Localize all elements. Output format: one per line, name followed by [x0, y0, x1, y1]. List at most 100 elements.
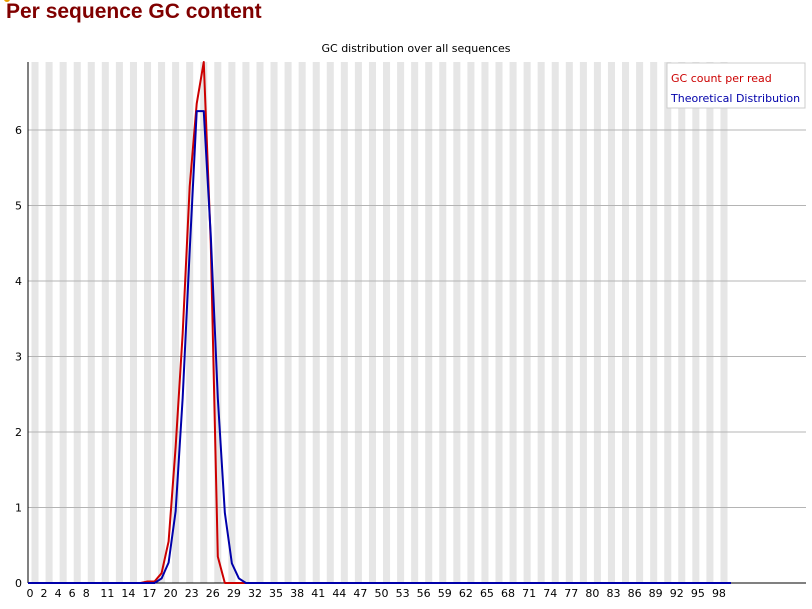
x-tick-label: 6 — [69, 587, 76, 600]
x-tick-label: 89 — [649, 587, 663, 600]
x-tick-label: 98 — [712, 587, 726, 600]
background-stripe — [383, 62, 391, 583]
background-stripe — [607, 62, 615, 583]
background-stripe — [144, 62, 152, 583]
x-tick-label: 32 — [248, 587, 262, 600]
x-tick-label: 95 — [691, 587, 705, 600]
background-stripe — [214, 62, 222, 583]
legend-entry: GC count per read — [671, 72, 772, 85]
background-stripe — [537, 62, 545, 583]
x-tick-label: 50 — [375, 587, 389, 600]
y-tick-label: 0 — [15, 577, 22, 590]
background-stripe — [439, 62, 447, 583]
background-stripe — [45, 62, 53, 583]
background-stripe — [650, 62, 658, 583]
background-stripe — [481, 62, 489, 583]
series-lines — [28, 61, 731, 584]
x-tick-label: 11 — [100, 587, 114, 600]
background-stripe — [326, 62, 334, 583]
y-tick-label: 5 — [15, 199, 22, 212]
background-stripe — [523, 62, 531, 583]
chart-legend: GC count per read Theoretical Distributio… — [666, 62, 806, 109]
background-stripe — [593, 62, 601, 583]
background-stripe — [692, 62, 700, 583]
y-tick-label: 3 — [15, 350, 22, 363]
background-stripe — [172, 62, 180, 583]
background-stripe — [664, 62, 672, 583]
x-tick-label: 2 — [41, 587, 48, 600]
x-tick-label: 62 — [459, 587, 473, 600]
background-stripe — [242, 62, 250, 583]
legend-entry: Theoretical Distribution — [670, 92, 800, 105]
x-tick-label: 47 — [353, 587, 367, 600]
background-stripe — [622, 62, 630, 583]
x-tick-label: 0 — [27, 587, 34, 600]
y-tick-label: 6 — [15, 124, 22, 137]
chart-title: GC distribution over all sequences — [322, 42, 511, 55]
background-stripe — [340, 62, 348, 583]
background-stripe — [186, 62, 194, 583]
background-stripes — [31, 62, 728, 583]
background-stripe — [425, 62, 433, 583]
background-stripe — [678, 62, 686, 583]
x-tick-label: 53 — [396, 587, 410, 600]
background-stripe — [228, 62, 236, 583]
y-tick-label: 4 — [15, 275, 22, 288]
background-stripe — [551, 62, 559, 583]
background-stripe — [31, 62, 39, 583]
background-stripe — [453, 62, 461, 583]
x-tick-label: 92 — [670, 587, 684, 600]
x-tick-label: 68 — [501, 587, 515, 600]
background-stripe — [158, 62, 166, 583]
legend-box — [666, 62, 806, 109]
x-tick-label: 74 — [543, 587, 557, 600]
x-tick-label: 8 — [83, 587, 90, 600]
x-tick-label: 38 — [290, 587, 304, 600]
x-tick-label: 83 — [606, 587, 620, 600]
background-stripe — [200, 62, 208, 583]
x-tick-label: 41 — [311, 587, 325, 600]
background-stripe — [706, 62, 714, 583]
heading-bullet-icon — [4, 0, 10, 2]
x-tick-label: 80 — [585, 587, 599, 600]
x-tick-label: 26 — [206, 587, 220, 600]
x-tick-label: 17 — [143, 587, 157, 600]
y-axis-ticks: 0 1 2 3 4 5 6 — [15, 124, 22, 590]
background-stripe — [256, 62, 264, 583]
x-tick-label: 23 — [185, 587, 199, 600]
theoretical-series-line — [28, 110, 731, 584]
horizontal-gridlines — [28, 129, 806, 508]
background-stripe — [720, 62, 728, 583]
x-tick-label: 4 — [55, 587, 62, 600]
background-stripe — [73, 62, 81, 583]
background-stripe — [636, 62, 644, 583]
x-tick-label: 65 — [480, 587, 494, 600]
x-tick-label: 77 — [564, 587, 578, 600]
background-stripe — [467, 62, 475, 583]
background-stripe — [298, 62, 306, 583]
y-tick-label: 2 — [15, 426, 22, 439]
background-stripe — [397, 62, 405, 583]
x-tick-label: 44 — [332, 587, 346, 600]
y-tick-label: 1 — [15, 501, 22, 514]
x-tick-label: 20 — [164, 587, 178, 600]
x-tick-label: 35 — [269, 587, 283, 600]
x-tick-label: 29 — [227, 587, 241, 600]
background-stripe — [354, 62, 362, 583]
background-stripe — [129, 62, 137, 583]
page-title: Per sequence GC content — [4, 0, 262, 24]
background-stripe — [368, 62, 376, 583]
x-tick-label: 59 — [438, 587, 452, 600]
x-tick-label: 86 — [628, 587, 642, 600]
background-stripe — [284, 62, 292, 583]
x-tick-label: 56 — [417, 587, 431, 600]
background-stripe — [59, 62, 67, 583]
background-stripe — [101, 62, 109, 583]
background-stripe — [312, 62, 320, 583]
background-stripe — [579, 62, 587, 583]
background-stripe — [87, 62, 95, 583]
x-tick-label: 71 — [522, 587, 536, 600]
background-stripe — [115, 62, 123, 583]
background-stripe — [495, 62, 503, 583]
